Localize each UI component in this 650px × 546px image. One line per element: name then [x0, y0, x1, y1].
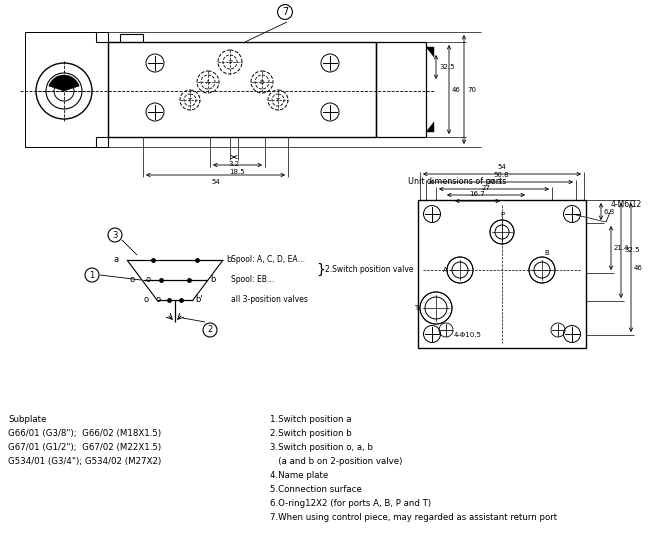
Text: B: B	[260, 80, 264, 85]
Text: 1: 1	[90, 270, 95, 280]
Text: 50.8: 50.8	[493, 172, 509, 178]
Text: 46: 46	[634, 264, 643, 270]
Text: G66/01 (G3/8");  G66/02 (M18X1.5): G66/01 (G3/8"); G66/02 (M18X1.5)	[8, 429, 161, 438]
Text: b': b'	[195, 295, 203, 305]
Text: 5.Connection surface: 5.Connection surface	[270, 485, 362, 494]
Text: 4.Name plate: 4.Name plate	[270, 471, 328, 480]
Text: Spool: EB…: Spool: EB…	[231, 276, 274, 284]
Text: T: T	[188, 98, 192, 103]
Polygon shape	[426, 47, 434, 57]
Text: 2.Switch position b: 2.Switch position b	[270, 429, 352, 438]
Bar	[108, 42, 376, 137]
Text: 46: 46	[452, 86, 461, 92]
Bar	[376, 42, 426, 137]
Bar	[418, 200, 586, 348]
Text: 16.7: 16.7	[469, 191, 486, 197]
Text: A: A	[443, 267, 447, 273]
Text: b: b	[210, 276, 215, 284]
Text: 2.Switch position valve: 2.Switch position valve	[325, 265, 413, 275]
Text: 21.4: 21.4	[614, 245, 629, 251]
Text: all 3-position valves: all 3-position valves	[231, 295, 308, 305]
Text: 32.5: 32.5	[439, 64, 454, 70]
Text: (a and b on 2-position valve): (a and b on 2-position valve)	[270, 457, 402, 466]
Text: o: o	[156, 295, 161, 305]
Text: 7.When using control piece, may regarded as assistant return port: 7.When using control piece, may regarded…	[270, 513, 557, 522]
Text: 27: 27	[482, 185, 491, 191]
Text: o: o	[130, 276, 135, 284]
Text: 37.3: 37.3	[486, 179, 502, 185]
Text: Spool: A, C, D, EA…: Spool: A, C, D, EA…	[231, 256, 305, 264]
Text: o: o	[146, 276, 151, 284]
Text: G534/01 (G3/4"); G534/02 (M27X2): G534/01 (G3/4"); G534/02 (M27X2)	[8, 457, 161, 466]
Text: b: b	[226, 256, 231, 264]
Text: 2: 2	[207, 325, 213, 335]
Text: 1.Switch position a: 1.Switch position a	[270, 415, 352, 424]
Text: A: A	[206, 80, 210, 85]
Text: G67/01 (G1/2");  G67/02 (M22X1.5): G67/01 (G1/2"); G67/02 (M22X1.5)	[8, 443, 161, 452]
Text: 54: 54	[211, 179, 220, 185]
Text: 32.5: 32.5	[624, 247, 640, 253]
Text: B: B	[545, 250, 549, 256]
Polygon shape	[426, 122, 434, 132]
Text: Unit dimensions of ports: Unit dimensions of ports	[408, 177, 506, 187]
Text: 3.Switch position o, a, b: 3.Switch position o, a, b	[270, 443, 373, 452]
Text: 3.2: 3.2	[228, 161, 240, 167]
Text: 70: 70	[467, 86, 476, 92]
Text: T: T	[414, 305, 418, 311]
Text: 7: 7	[282, 7, 288, 17]
Text: o: o	[144, 295, 149, 305]
Text: P: P	[228, 60, 232, 64]
Text: 4-M6/12: 4-M6/12	[611, 199, 642, 209]
Text: Subplate: Subplate	[8, 415, 46, 424]
Text: }: }	[316, 263, 325, 277]
Text: a: a	[114, 256, 119, 264]
Text: 3: 3	[112, 230, 118, 240]
Text: 18.5: 18.5	[229, 169, 245, 175]
Text: 6.3: 6.3	[604, 209, 616, 215]
Text: 6.O-ring12X2 (for ports A, B, P and T): 6.O-ring12X2 (for ports A, B, P and T)	[270, 499, 431, 508]
Text: P: P	[500, 212, 504, 218]
Text: 4-Φ10.5: 4-Φ10.5	[454, 332, 482, 338]
Polygon shape	[49, 75, 79, 91]
Text: 54: 54	[498, 164, 506, 170]
Text: T: T	[276, 98, 280, 103]
